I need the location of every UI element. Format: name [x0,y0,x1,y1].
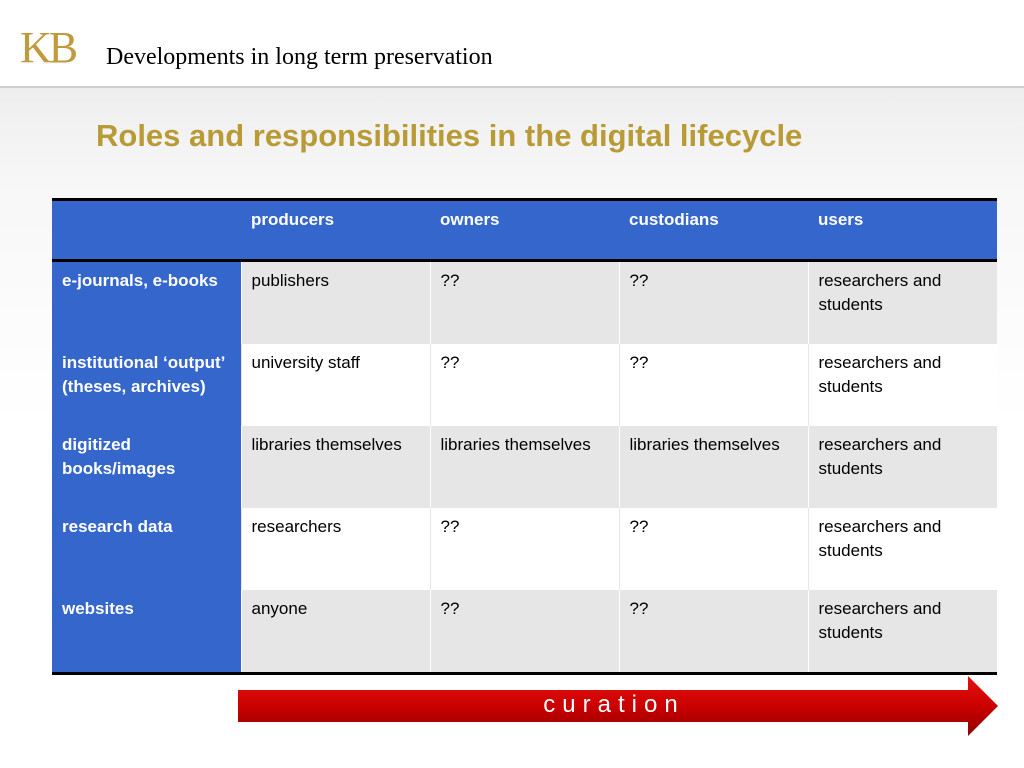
curation-label: curation [543,691,685,718]
curation-arrow-icon [238,676,998,736]
table-cell: anyone [240,590,430,674]
column-header-producers: producers [241,199,430,262]
table-cell: ?? [429,590,619,674]
column-header-users: users [808,199,997,262]
table-cell: ?? [618,508,808,590]
column-header-empty [52,199,241,262]
table-cell: publishers [240,260,430,344]
table-cell: libraries themselves [429,426,619,508]
table-cell: researchers and students [807,260,997,344]
table-cell: ?? [618,344,808,426]
row-label: research data [52,508,241,590]
table-cell: libraries themselves [618,426,808,508]
table-cell: ?? [618,590,808,674]
table-cell: researchers and students [807,426,997,508]
table-cell: ?? [618,260,808,344]
table-cell: ?? [429,344,619,426]
row-label: institutional ‘output’ (theses, archives… [52,344,241,426]
table-cell: researchers and students [807,508,997,590]
table-cell: researchers and students [807,590,997,674]
row-label: digitized books/images [52,426,241,508]
table-cell: libraries themselves [240,426,430,508]
header-divider [0,86,1024,88]
row-label: e-journals, e-books [52,260,241,344]
table-cell: researchers [240,508,430,590]
column-header-owners: owners [430,199,619,262]
table-cell: university staff [240,344,430,426]
table-row: institutional ‘output’ (theses, archives… [52,344,997,426]
table-row: e-journals, e-books publishers ?? ?? res… [52,260,997,344]
kb-logo: KB [20,23,78,72]
table-header-row: producers owners custodians users [52,199,997,262]
slide-title: Roles and responsibilities in the digita… [96,118,803,153]
column-header-custodians: custodians [619,199,808,262]
table-cell: ?? [429,260,619,344]
header-title: Developments in long term preservation [106,44,493,70]
table-row: digitized books/images libraries themsel… [52,426,997,508]
row-label: websites [52,590,241,674]
table-row: research data researchers ?? ?? research… [52,508,997,590]
roles-table: producers owners custodians users e-jour… [52,198,997,675]
header: KB Developments in long term preservatio… [0,0,1024,86]
table-row: websites anyone ?? ?? researchers and st… [52,590,997,674]
table-cell: researchers and students [807,344,997,426]
table-cell: ?? [429,508,619,590]
